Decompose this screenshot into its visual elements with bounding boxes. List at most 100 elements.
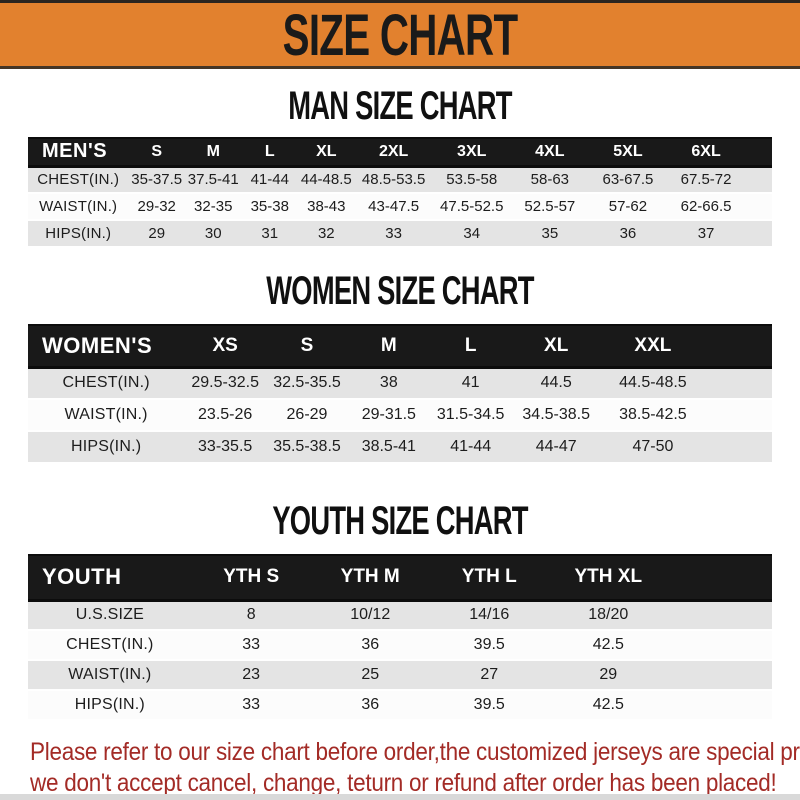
size-value-cell: 44.5 [511,366,601,400]
measurement-row: U.S.SIZE 8 10/12 14/16 18/20 [28,599,772,631]
size-value-cell: 52.5-57 [510,193,589,221]
size-column-header: 6XL [667,137,746,168]
size-column-header: XS [184,324,267,369]
size-value-cell: 32 [298,220,355,248]
size-value-cell: 67.5-72 [667,165,746,194]
row-filler [704,366,772,400]
size-column-header: M [184,137,242,168]
size-column-header: S [128,137,185,168]
row-filler [667,690,772,721]
size-value-cell: 30 [184,220,242,248]
size-column-header: XL [298,137,355,168]
size-value-cell: 47-50 [600,431,705,464]
row-filler [745,220,772,248]
order-notice-line-1: Please refer to our size chart before or… [30,738,800,766]
size-value-cell: 35-37.5 [128,165,185,194]
man-size-chart-section: MAN SIZE CHART MEN'S S M L XL 2XL 3XL 4XL 5XL 6XL… [0,82,800,248]
womens-size-table: WOMEN'S XS S M L XL XXL CHEST(IN.) 29.5-32.5 32.5… [28,324,772,464]
youth-size-table-container: YOUTH YTH S YTH M YTH L YTH XL U.S.SIZE 8 10/12… [0,554,800,721]
size-value-cell: 39.5 [429,630,549,661]
size-value-cell: 23.5-26 [184,399,267,432]
size-value-cell: 29-32 [128,193,185,221]
measurement-row: HIPS(IN.) 33-35.5 35.5-38.5 38.5-41 41-44 44-… [28,431,772,464]
row-label: CHEST(IN.) [28,165,129,194]
size-value-cell: 35.5-38.5 [266,431,348,464]
size-value-cell: 26-29 [266,399,348,432]
size-value-cell: 31 [241,220,299,248]
women-size-chart-heading-text: WOMEN SIZE CHART [266,267,534,313]
order-notice-line-2: we don't accept cancel, change, teturn o… [30,769,777,797]
row-label: CHEST(IN.) [28,366,185,400]
size-value-cell: 58-63 [510,165,589,194]
size-column-header: 5XL [588,137,667,168]
size-value-cell: 36 [310,690,430,721]
size-value-cell: 33 [191,690,311,721]
women-size-chart-heading: WOMEN SIZE CHART [0,267,800,313]
size-value-cell: 32.5-35.5 [266,366,348,400]
size-value-cell: 33 [354,220,433,248]
size-header-row: YOUTH YTH S YTH M YTH L YTH XL [28,554,772,602]
size-value-cell: 10/12 [310,599,430,631]
size-value-cell: 48.5-53.5 [354,165,433,194]
row-filler [745,165,772,194]
measurement-row: HIPS(IN.) 33 36 39.5 42.5 [28,690,772,721]
group-label: MEN'S [28,137,129,168]
size-column-header: 4XL [510,137,589,168]
header-filler [667,554,772,602]
size-value-cell: 38 [347,366,430,400]
size-header-row: WOMEN'S XS S M L XL XXL [28,324,772,369]
size-chart-title: SIZE CHART [282,0,518,68]
row-filler [667,599,772,631]
size-value-cell: 35-38 [241,193,299,221]
size-value-cell: 44-48.5 [298,165,355,194]
row-label: CHEST(IN.) [28,630,192,661]
size-value-cell: 37.5-41 [184,165,242,194]
size-value-cell: 63-67.5 [588,165,667,194]
size-column-header: YTH XL [548,554,668,602]
measurement-row: WAIST(IN.) 23.5-26 26-29 29-31.5 31.5-34.5 34… [28,399,772,432]
size-value-cell: 42.5 [548,690,668,721]
man-size-chart-heading: MAN SIZE CHART [0,82,800,128]
size-value-cell: 53.5-58 [432,165,511,194]
group-label: WOMEN'S [28,324,185,369]
row-label: WAIST(IN.) [28,193,129,221]
size-value-cell: 29 [128,220,185,248]
size-column-header: YTH S [191,554,311,602]
measurement-row: CHEST(IN.) 35-37.5 37.5-41 41-44 44-48.5 48.5… [28,165,772,194]
size-column-header: S [266,324,348,369]
size-column-header: L [241,137,299,168]
row-filler [667,660,772,691]
size-value-cell: 34 [432,220,511,248]
size-value-cell: 34.5-38.5 [511,399,601,432]
size-value-cell: 44.5-48.5 [600,366,705,400]
header-filler [704,324,772,369]
size-value-cell: 62-66.5 [667,193,746,221]
order-notice: Please refer to our size chart before or… [30,737,800,799]
size-header-row: MEN'S S M L XL 2XL 3XL 4XL 5XL 6XL [28,137,772,168]
measurement-row: HIPS(IN.) 29 30 31 32 33 34 35 36 37 [28,220,772,248]
size-value-cell: 36 [310,630,430,661]
size-value-cell: 29.5-32.5 [184,366,267,400]
size-value-cell: 57-62 [588,193,667,221]
mens-size-table: MEN'S S M L XL 2XL 3XL 4XL 5XL 6XL CHEST(IN.) 35-37… [28,137,772,248]
bottom-edge-strip [0,794,800,800]
size-value-cell: 42.5 [548,630,668,661]
size-value-cell: 38.5-42.5 [600,399,705,432]
row-label: WAIST(IN.) [28,660,192,691]
row-filler [704,399,772,432]
youth-size-chart-heading-text: YOUTH SIZE CHART [272,497,528,543]
youth-size-chart-section: YOUTH SIZE CHART YOUTH YTH S YTH M YTH L YTH… [0,497,800,721]
size-column-header: M [347,324,430,369]
measurement-row: WAIST(IN.) 29-32 32-35 35-38 38-43 43-47.5 47.… [28,193,772,221]
measurement-row: CHEST(IN.) 33 36 39.5 42.5 [28,630,772,661]
size-value-cell: 39.5 [429,690,549,721]
size-value-cell: 29-31.5 [347,399,430,432]
size-value-cell: 41-44 [241,165,299,194]
size-value-cell: 8 [191,599,311,631]
size-value-cell: 38-43 [298,193,355,221]
size-column-header: 2XL [354,137,433,168]
size-value-cell: 47.5-52.5 [432,193,511,221]
man-size-chart-heading-text: MAN SIZE CHART [288,82,512,128]
size-chart-banner: SIZE CHART [0,0,800,69]
size-value-cell: 25 [310,660,430,691]
